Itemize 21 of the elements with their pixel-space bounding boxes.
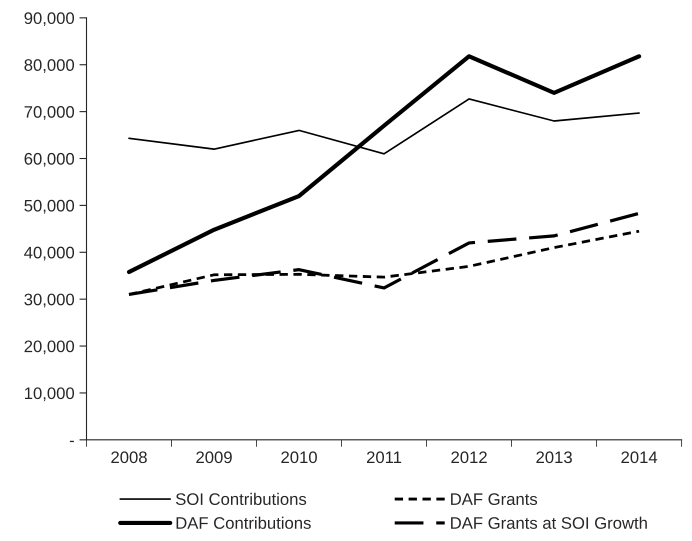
x-tick-label: 2009 (196, 451, 232, 464)
y-tick-label: 30,000 (24, 294, 74, 308)
legend-label: DAF Grants at SOI Growth (451, 516, 647, 529)
y-tick-label: 40,000 (24, 246, 74, 260)
y-tick-label: 20,000 (24, 340, 74, 354)
x-tick-label: 2013 (536, 451, 572, 464)
y-tick-label: 50,000 (24, 200, 74, 214)
legend-label: DAF Grants (451, 493, 538, 506)
y-tick-label: 70,000 (24, 106, 74, 120)
legend-label: SOI Contributions (176, 492, 306, 506)
x-tick-label: 2011 (366, 451, 402, 464)
y-tick-label: 60,000 (24, 152, 74, 167)
y-tick-label: - (70, 440, 74, 442)
x-tick-label: 2012 (451, 451, 487, 464)
legend-label: DAF Contributions (176, 516, 311, 529)
y-tick-label: 10,000 (24, 387, 74, 402)
y-tick-label: 90,000 (24, 12, 74, 26)
y-tick-label: 80,000 (24, 59, 74, 73)
x-tick-label: 2010 (281, 451, 317, 464)
x-tick-label: 2014 (621, 451, 658, 464)
x-tick-label: 2008 (111, 451, 147, 464)
